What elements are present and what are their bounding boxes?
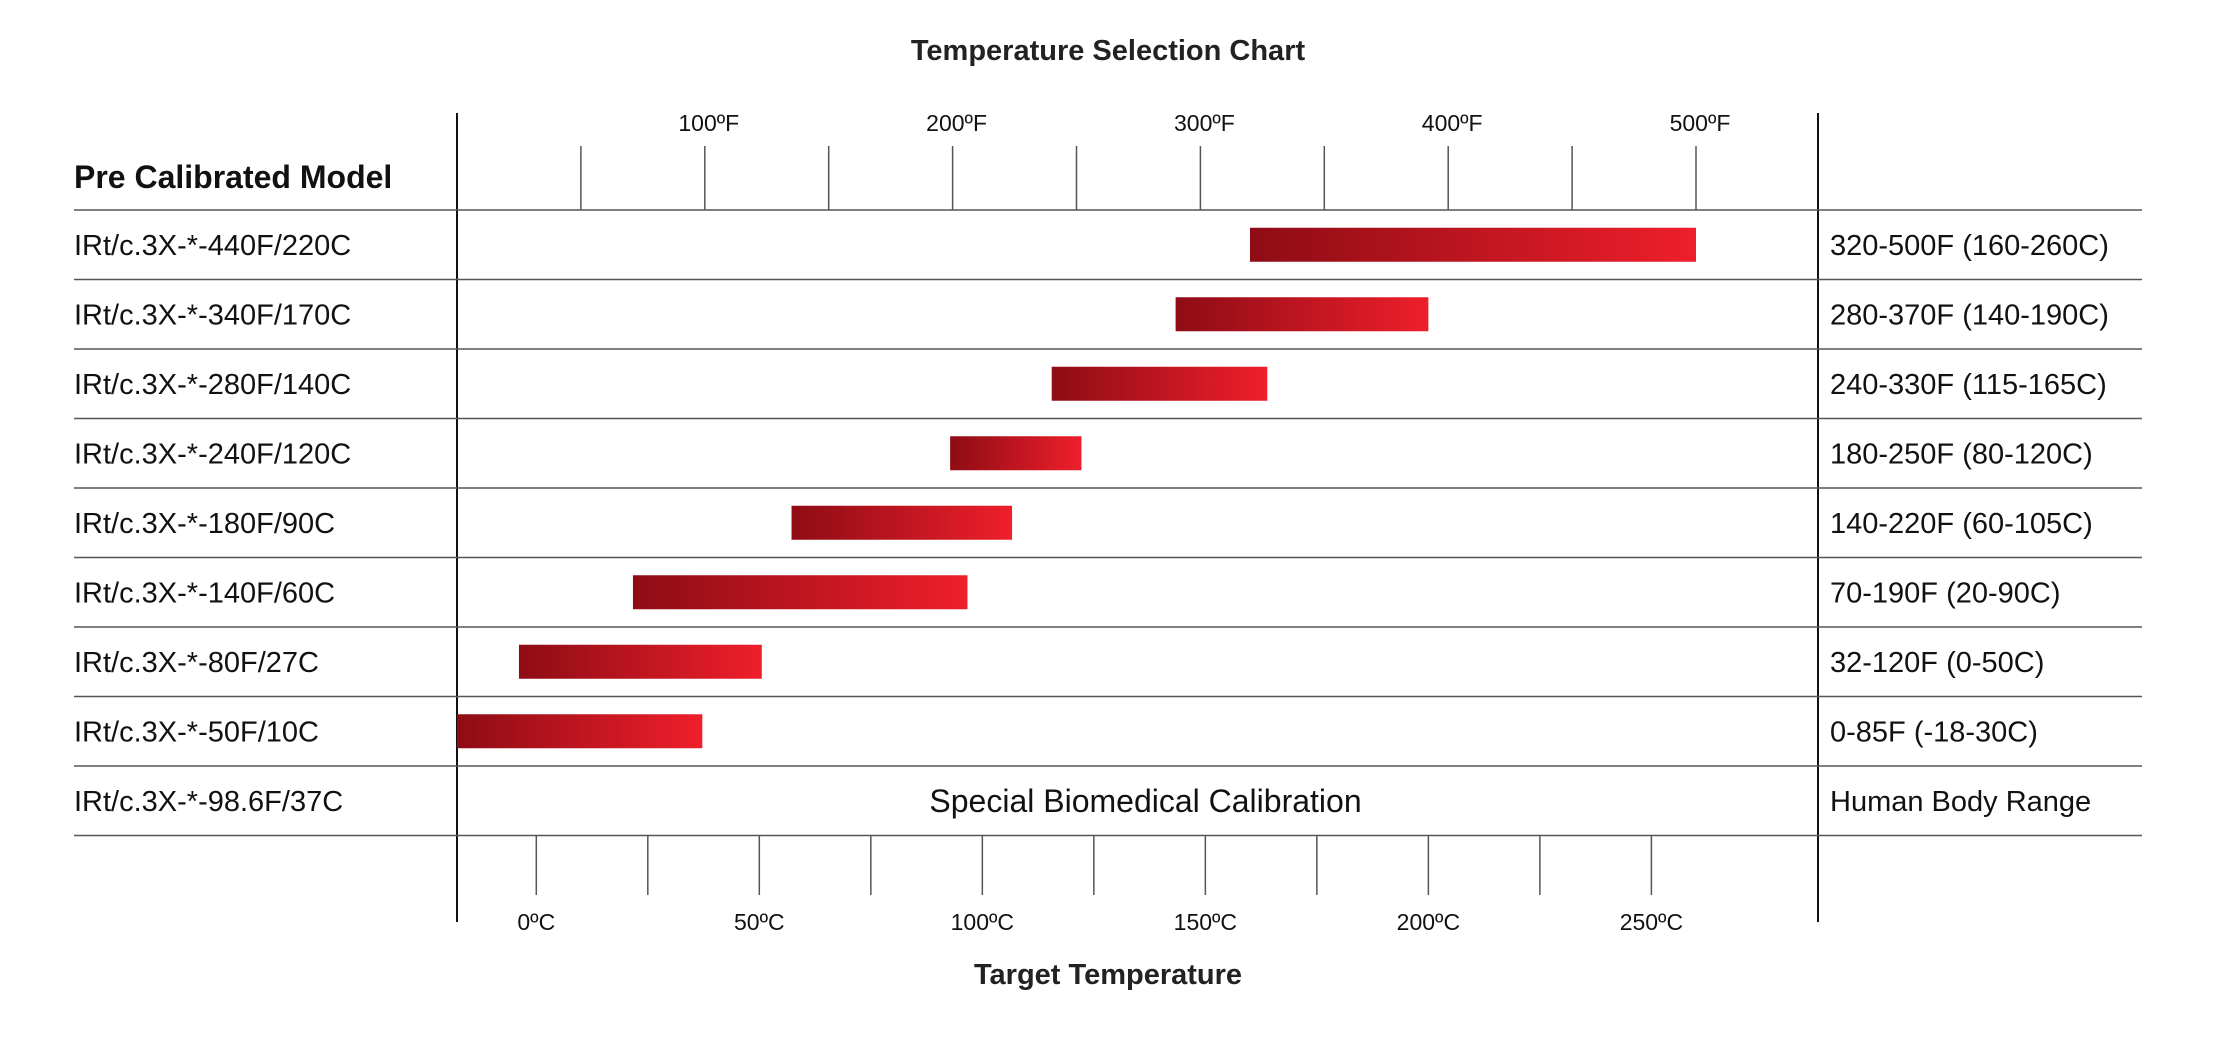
model-row: IRt/c.3X-*-180F/90C 140-220F (60-105C) — [74, 505, 2093, 540]
celsius-tick-label: 150ºC — [1174, 909, 1237, 935]
range-bar — [1175, 297, 1429, 332]
celsius-tick-label: 200ºC — [1397, 909, 1460, 935]
model-row: IRt/c.3X-*-240F/120C 180-250F (80-120C) — [74, 436, 2093, 471]
model-name: IRt/c.3X-*-80F/27C — [74, 647, 319, 679]
range-bar — [1249, 227, 1696, 262]
model-name: IRt/c.3X-*-98.6F/37C — [74, 786, 343, 818]
range-bar — [1051, 366, 1268, 401]
fahrenheit-axis: 100ºF 200ºF 300ºF 400ºF 500ºF — [580, 110, 1731, 210]
range-bar — [950, 436, 1082, 471]
fahrenheit-tick-label: 200ºF — [926, 110, 987, 136]
celsius-axis: 0ºC 50ºC 100ºC 150ºC 200ºC 250ºC — [517, 835, 1683, 935]
model-row: IRt/c.3X-*-50F/10C 0-85F (-18-30C) — [74, 714, 2038, 749]
model-row: IRt/c.3X-*-280F/140C 240-330F (115-165C) — [74, 366, 2107, 401]
special-calibration-label: Special Biomedical Calibration — [929, 783, 1361, 819]
celsius-tick-label: 0ºC — [517, 909, 555, 935]
range-label: Human Body Range — [1830, 786, 2091, 818]
model-name: IRt/c.3X-*-340F/170C — [74, 299, 351, 331]
range-label: 240-330F (115-165C) — [1830, 369, 2107, 401]
fahrenheit-tick-label: 400ºF — [1422, 110, 1483, 136]
range-label: 280-370F (140-190C) — [1830, 299, 2109, 331]
chart-title: Temperature Selection Chart — [911, 35, 1306, 67]
range-bar — [457, 714, 703, 749]
range-label: 0-85F (-18-30C) — [1830, 716, 2038, 748]
range-label: 320-500F (160-260C) — [1830, 230, 2109, 262]
range-label: 32-120F (0-50C) — [1830, 647, 2044, 679]
chart-frame — [74, 113, 2142, 922]
model-row: IRt/c.3X-*-80F/27C 32-120F (0-50C) — [74, 644, 2044, 679]
model-row: IRt/c.3X-*-140F/60C 70-190F (20-90C) — [74, 575, 2061, 610]
fahrenheit-tick-label: 300ºF — [1174, 110, 1235, 136]
x-axis-label: Target Temperature — [974, 959, 1242, 991]
fahrenheit-tick-label: 100ºF — [678, 110, 739, 136]
model-rows: IRt/c.3X-*-440F/220C 320-500F (160-260C)I… — [74, 227, 2109, 819]
model-name: IRt/c.3X-*-240F/120C — [74, 438, 351, 470]
range-bar — [791, 505, 1013, 540]
celsius-tick-label: 250ºC — [1620, 909, 1683, 935]
model-name: IRt/c.3X-*-280F/140C — [74, 369, 351, 401]
model-name: IRt/c.3X-*-140F/60C — [74, 577, 335, 609]
model-name: IRt/c.3X-*-440F/220C — [74, 230, 351, 262]
fahrenheit-tick-label: 500ºF — [1670, 110, 1731, 136]
range-label: 70-190F (20-90C) — [1830, 577, 2061, 609]
model-row: IRt/c.3X-*-340F/170C 280-370F (140-190C) — [74, 297, 2109, 332]
model-row: IRt/c.3X-*-440F/220C 320-500F (160-260C) — [74, 227, 2109, 262]
range-bar — [632, 575, 968, 610]
range-label: 180-250F (80-120C) — [1830, 438, 2093, 470]
range-bar — [518, 644, 762, 679]
range-label: 140-220F (60-105C) — [1830, 508, 2093, 540]
celsius-tick-label: 50ºC — [734, 909, 785, 935]
model-name: IRt/c.3X-*-180F/90C — [74, 508, 335, 540]
model-row: IRt/c.3X-*-98.6F/37C Human Body Range Spec… — [74, 783, 2091, 819]
celsius-tick-label: 100ºC — [951, 909, 1014, 935]
model-name: IRt/c.3X-*-50F/10C — [74, 716, 319, 748]
model-column-header: Pre Calibrated Model — [74, 159, 392, 195]
